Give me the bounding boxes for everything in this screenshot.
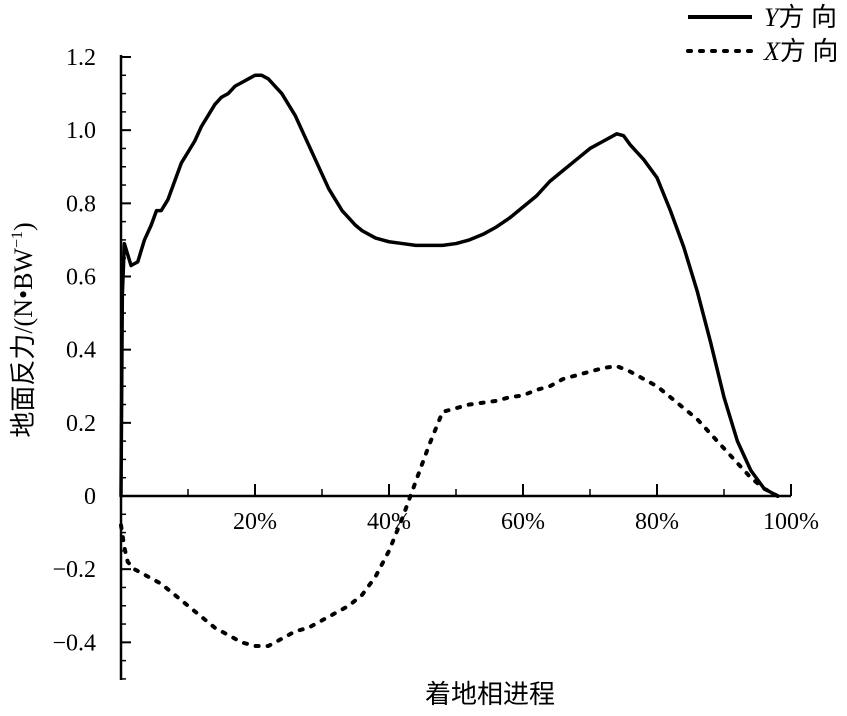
axes: 1.2 1.0 0.8 0.6 0.4 0.2 0 −0.2 −0.4 20% 40% 60% 80% 1…	[52, 45, 819, 680]
legend-label-x-var: X	[763, 37, 781, 66]
legend: Y方 向 X方 向	[686, 3, 838, 66]
y-tick-label: 1.2	[66, 45, 96, 71]
y-tick-label: 0.6	[66, 265, 96, 291]
series-line-y	[119, 73, 780, 498]
series-layer	[119, 73, 780, 648]
x-tick-label: 40%	[367, 509, 411, 535]
legend-label-y-var: Y	[764, 3, 781, 32]
series-line-x	[119, 364, 780, 648]
legend-label-x-text: 方 向	[780, 37, 839, 66]
legend-label-y: Y方 向	[764, 3, 837, 32]
x-tick-label: 80%	[635, 509, 679, 535]
x-tick-label: 20%	[233, 509, 277, 535]
x-axis-title: 着地相进程	[425, 680, 555, 709]
y-tick-label: 0.2	[66, 411, 96, 437]
x-tick-label: 60%	[501, 509, 545, 535]
y-axis-title-superscript: −1	[9, 231, 26, 248]
y-tick-label: 0.8	[66, 191, 96, 217]
y-axis-title-close: )	[9, 222, 38, 231]
y-tick-label: 0	[84, 484, 96, 510]
labels-layer: 着地相进程 地面反力/(N•BW−1)	[9, 222, 555, 709]
legend-label-y-text: 方 向	[778, 3, 837, 32]
y-tick-label: −0.2	[52, 557, 96, 583]
y-axis-title-main: 地面反力/(N•BW	[9, 248, 38, 438]
y-tick-label: 1.0	[66, 118, 96, 144]
x-tick-label: 100%	[763, 509, 819, 535]
y-tick-label: −0.4	[52, 630, 96, 656]
y-axis-title: 地面反力/(N•BW−1)	[9, 222, 38, 437]
y-tick-label: 0.4	[66, 338, 96, 364]
legend-label-x: X方 向	[763, 37, 838, 66]
